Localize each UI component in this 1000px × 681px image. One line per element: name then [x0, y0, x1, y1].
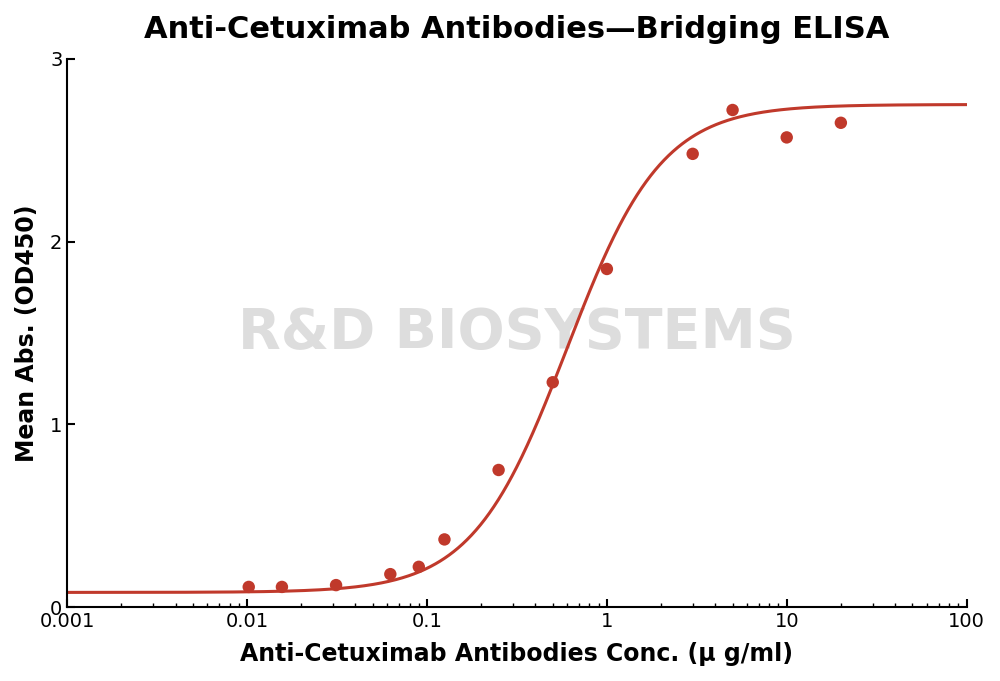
Point	[491, 464, 507, 475]
Point	[382, 569, 398, 580]
Point	[436, 534, 452, 545]
Point	[599, 264, 615, 274]
Point	[779, 132, 795, 143]
Point	[274, 582, 290, 592]
Point	[328, 580, 344, 590]
Point	[241, 582, 257, 592]
Point	[833, 117, 849, 128]
Point	[545, 377, 561, 387]
Text: R&D BIOSYSTEMS: R&D BIOSYSTEMS	[238, 306, 796, 360]
Y-axis label: Mean Abs. (OD450): Mean Abs. (OD450)	[15, 204, 39, 462]
X-axis label: Anti-Cetuximab Antibodies Conc. (μ g/ml): Anti-Cetuximab Antibodies Conc. (μ g/ml)	[240, 642, 793, 666]
Point	[411, 561, 427, 572]
Point	[725, 105, 741, 116]
Point	[685, 148, 701, 159]
Title: Anti-Cetuximab Antibodies—Bridging ELISA: Anti-Cetuximab Antibodies—Bridging ELISA	[144, 15, 890, 44]
